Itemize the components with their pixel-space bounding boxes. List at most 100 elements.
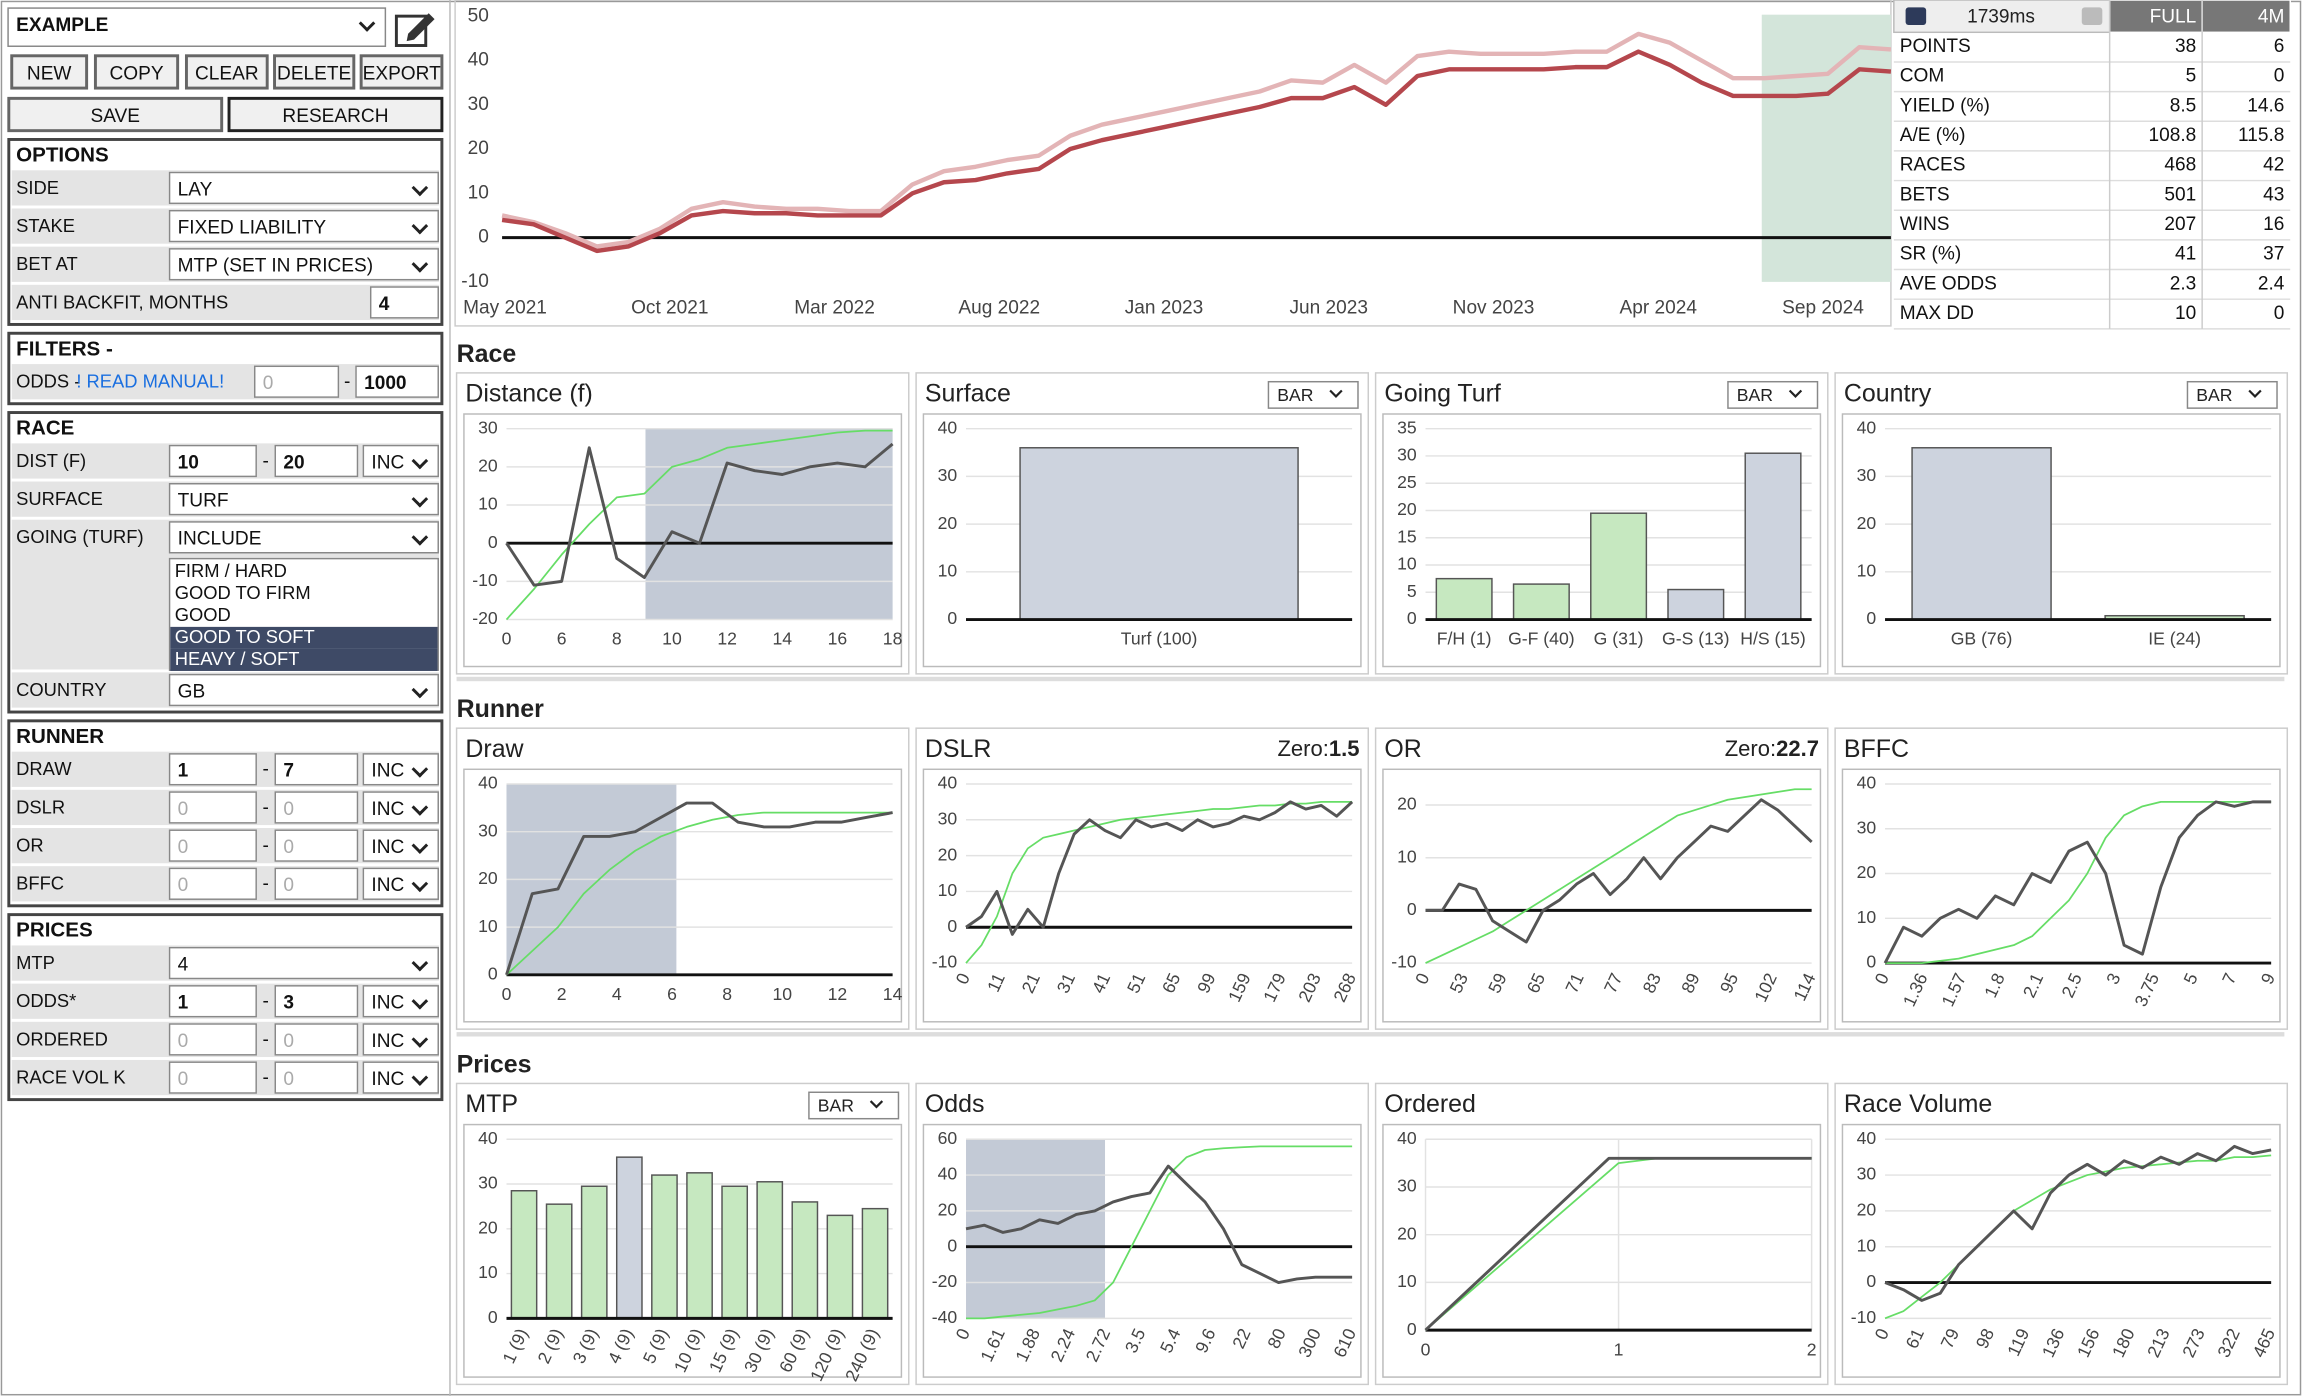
range-to[interactable]: 0 xyxy=(274,1023,359,1056)
y-tick-label: 15 xyxy=(1397,526,1417,546)
option[interactable]: GOOD TO SOFT xyxy=(170,626,438,649)
option[interactable]: GOOD TO FIRM xyxy=(174,582,311,604)
stat-value: 8.5 xyxy=(2170,95,2197,116)
chart-type-select[interactable] xyxy=(1267,380,1359,409)
option[interactable]: FIRM / HARD xyxy=(174,560,287,582)
select[interactable]: 4 xyxy=(168,946,439,980)
range-to[interactable]: 3 xyxy=(274,985,359,1018)
y-tick-label: 30 xyxy=(1397,1176,1417,1196)
range-from[interactable]: 1 xyxy=(168,753,257,786)
series-line xyxy=(501,31,1892,249)
field-label: BFFC xyxy=(16,873,65,895)
x-tick-label: 14 xyxy=(883,984,903,1004)
bar xyxy=(1744,452,1802,621)
mode-select[interactable]: INC xyxy=(362,1061,439,1094)
option[interactable]: GOOD xyxy=(174,604,231,626)
button[interactable]: CLEAR xyxy=(184,54,269,90)
y-tick-label: 30 xyxy=(1397,445,1417,465)
y-tick-label: 30 xyxy=(1857,817,1877,837)
range-from[interactable]: 10 xyxy=(168,444,257,478)
range-separator: - xyxy=(262,1027,269,1050)
panel-title: Draw xyxy=(465,735,524,763)
select[interactable]: MTP (SET IN PRICES) xyxy=(168,248,439,281)
range-separator: - xyxy=(262,1065,269,1088)
bar xyxy=(651,1174,678,1320)
range-from[interactable]: 0 xyxy=(168,1023,257,1056)
range-to[interactable]: 0 xyxy=(274,867,359,900)
x-tick-label: 14 xyxy=(772,629,792,649)
mode-select[interactable]: INC xyxy=(362,1023,439,1056)
series-line xyxy=(1884,1144,2272,1302)
mode-select[interactable]: INC xyxy=(362,791,439,824)
range-to[interactable]: 1000 xyxy=(355,365,439,398)
range-from[interactable]: 0 xyxy=(168,867,257,900)
number-input[interactable]: 4 xyxy=(369,286,439,319)
chart-type-select[interactable] xyxy=(808,1091,900,1120)
section-heading: FILTERS - xyxy=(16,336,113,360)
stat-label: RACES xyxy=(1900,155,1966,176)
bar xyxy=(756,1181,784,1320)
option[interactable]: HEAVY / SOFT xyxy=(170,648,438,671)
select[interactable]: TURF xyxy=(168,483,439,516)
button[interactable]: NEW xyxy=(10,54,89,90)
y-tick-label: 40 xyxy=(478,773,498,793)
manual-link[interactable]: ! READ MANUAL! xyxy=(76,371,225,392)
select[interactable]: GB xyxy=(168,673,439,707)
field-label: GOING (TURF) xyxy=(16,527,144,548)
field-label: MTP xyxy=(16,952,55,974)
mode-select[interactable]: INC xyxy=(362,867,439,900)
mode-select[interactable]: INC xyxy=(362,753,439,786)
chevron xyxy=(1788,389,1803,398)
range-from[interactable]: 0 xyxy=(168,1061,257,1094)
range-to[interactable]: 0 xyxy=(274,829,359,862)
range-to[interactable]: 20 xyxy=(274,444,359,478)
x-tick-label: 10 xyxy=(662,629,682,649)
y-tick-label: 20 xyxy=(478,868,498,888)
section-separator xyxy=(456,1032,2285,1037)
option-list[interactable]: FIRM / HARD GOOD TO FIRM GOOD GOOD TO SOFT H… xyxy=(168,557,439,671)
stat-value: 38 xyxy=(2175,36,2196,57)
button[interactable]: SAVE xyxy=(7,96,224,133)
y-tick-label: 0 xyxy=(1866,608,1876,628)
sidebar-section: FILTERS - ODDS -! READ MANUAL! 0-1000 xyxy=(7,331,444,406)
range-from[interactable]: 0 xyxy=(168,829,257,862)
range-to[interactable]: 0 xyxy=(274,1061,359,1094)
chart-frame xyxy=(1382,768,1822,1023)
mode-select[interactable]: INC xyxy=(362,985,439,1018)
stat-value: 10 xyxy=(2175,303,2196,324)
button[interactable]: DELETE xyxy=(273,54,356,90)
range-to[interactable]: 7 xyxy=(274,753,359,786)
select[interactable]: LAY xyxy=(168,171,439,205)
range-from[interactable]: 1 xyxy=(168,985,257,1018)
x-tick-label: 6 xyxy=(557,629,567,649)
button[interactable]: COPY xyxy=(93,54,180,90)
panel xyxy=(915,727,1370,1030)
edit-icon[interactable] xyxy=(393,7,437,48)
chart-frame xyxy=(463,1123,903,1378)
panel-title: Going Turf xyxy=(1384,380,1501,408)
chart-type-select[interactable] xyxy=(2186,380,2278,409)
panel-title: DSLR xyxy=(925,735,992,763)
y-tick-label: 20 xyxy=(1857,862,1877,882)
chart-frame xyxy=(463,768,903,1023)
mode-select[interactable]: INC xyxy=(362,829,439,862)
section-heading: OPTIONS xyxy=(16,142,109,166)
chart-type-select[interactable] xyxy=(1727,380,1819,409)
series-line xyxy=(505,801,893,976)
range-to[interactable]: 0 xyxy=(274,791,359,824)
button[interactable]: RESEARCH xyxy=(227,96,444,133)
series-line xyxy=(505,811,893,976)
preset-select[interactable]: EXAMPLE xyxy=(7,7,387,47)
bar xyxy=(580,1185,608,1320)
field-label: SIDE xyxy=(16,177,59,199)
mode-select[interactable]: INC xyxy=(362,444,439,478)
range-from[interactable]: 0 xyxy=(253,365,340,398)
range-separator: - xyxy=(262,833,269,856)
y-tick-label: 10 xyxy=(1857,560,1877,580)
range-from[interactable]: 0 xyxy=(168,791,257,824)
select[interactable]: INCLUDE xyxy=(168,521,439,554)
button[interactable]: EXPORT xyxy=(359,54,444,90)
select[interactable]: FIXED LIABILITY xyxy=(168,209,439,243)
column-header xyxy=(2201,0,2291,34)
